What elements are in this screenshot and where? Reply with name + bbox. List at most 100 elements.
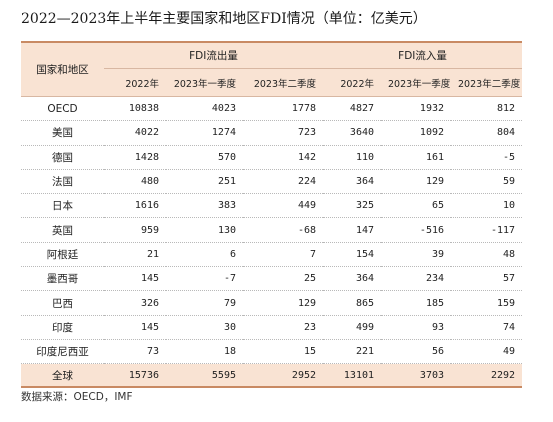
cell-value: 39 <box>381 242 452 268</box>
cell-value: -117 <box>451 217 523 243</box>
cell-value: 251 <box>166 169 243 195</box>
country-name: 阿根廷 <box>21 242 104 268</box>
cell-value: 57 <box>451 266 523 292</box>
cell-value: 10 <box>451 193 523 219</box>
cell-value: 6 <box>166 242 243 268</box>
header-inflow-2022: 2022年 <box>340 78 375 90</box>
table-row: 英国 959 130 -68 147 -516 -117 <box>21 217 523 243</box>
total-label: 全球 <box>21 363 104 389</box>
cell-value: 224 <box>243 169 324 195</box>
cell-value: 480 <box>104 169 166 195</box>
cell-value: 73 <box>104 339 166 365</box>
cell-value: 7 <box>243 242 324 268</box>
header-outflow-2022: 2022年 <box>125 78 159 90</box>
cell-value: -5 <box>451 145 523 170</box>
header-country-region: 国家和地区 <box>36 64 89 76</box>
table-header: 国家和地区 FDI流出量 FDI流入量 2022年 2023年一季度 2023年… <box>21 42 523 97</box>
cell-value: 25 <box>243 266 324 292</box>
cell-value: 18 <box>166 339 243 365</box>
cell-value: 4827 <box>323 96 382 122</box>
country-name: 法国 <box>21 169 104 195</box>
header-inflow-2023q1: 2023年一季度 <box>388 78 451 90</box>
cell-value: 159 <box>451 290 523 316</box>
cell-value: 1616 <box>104 193 166 219</box>
cell-value: 3640 <box>323 120 382 146</box>
cell-value: 56 <box>381 339 452 365</box>
country-name: OECD <box>21 96 104 122</box>
cell-value: 812 <box>451 96 523 122</box>
table-body: OECD 10838 4023 1778 4827 1932 812 美国 4022 1274 72… <box>21 96 523 389</box>
table-row: 日本 1616 383 449 325 65 10 <box>21 193 523 219</box>
cell-value: 364 <box>323 266 382 292</box>
total-value: 13101 <box>323 363 382 389</box>
header-inflow-2023q2: 2023年二季度 <box>458 78 521 90</box>
table-row: 阿根廷 21 6 7 154 39 48 <box>21 242 523 268</box>
table-row: 德国 1428 570 142 110 161 -5 <box>21 145 523 170</box>
cell-value: 1932 <box>381 96 452 122</box>
country-name: 日本 <box>21 193 104 219</box>
cell-value: -7 <box>166 266 243 292</box>
cell-value: 79 <box>166 290 243 316</box>
cell-value: 1778 <box>243 96 324 122</box>
total-value: 5595 <box>166 363 243 389</box>
cell-value: 449 <box>243 193 324 219</box>
cell-value: 49 <box>451 339 523 365</box>
fdi-table: 国家和地区 FDI流出量 FDI流入量 2022年 2023年一季度 2023年… <box>21 41 523 389</box>
table-row: 墨西哥 145 -7 25 364 234 57 <box>21 266 523 292</box>
country-name: 印度尼西亚 <box>21 339 104 365</box>
cell-value: 4023 <box>166 96 243 122</box>
cell-value: 234 <box>381 266 452 292</box>
cell-value: 65 <box>381 193 452 219</box>
table-row: 巴西 326 79 129 865 185 159 <box>21 290 523 316</box>
cell-value: 93 <box>381 315 452 340</box>
cell-value: 74 <box>451 315 523 340</box>
source-note: 数据来源：OECD，IMF <box>21 391 133 403</box>
cell-value: 364 <box>323 169 382 195</box>
cell-value: 221 <box>323 339 382 365</box>
cell-value: 723 <box>243 120 324 146</box>
cell-value: 145 <box>104 266 166 292</box>
header-fdi-inflow: FDI流入量 <box>323 42 523 69</box>
cell-value: 1274 <box>166 120 243 146</box>
cell-value: 499 <box>323 315 382 340</box>
cell-value: 154 <box>323 242 382 268</box>
cell-value: 959 <box>104 217 166 243</box>
cell-value: 129 <box>381 169 452 195</box>
total-value: 2952 <box>243 363 324 389</box>
cell-value: 145 <box>104 315 166 340</box>
cell-value: 23 <box>243 315 324 340</box>
cell-value: 110 <box>323 145 382 170</box>
cell-value: 129 <box>243 290 324 316</box>
cell-value: 4022 <box>104 120 166 146</box>
cell-value: 147 <box>323 217 382 243</box>
country-name: 巴西 <box>21 290 104 316</box>
cell-value: 10838 <box>104 96 166 122</box>
country-name: 美国 <box>21 120 104 146</box>
table-row: 法国 480 251 224 364 129 59 <box>21 169 523 195</box>
cell-value: -516 <box>381 217 452 243</box>
table-title: 2022—2023年上半年主要国家和地区FDI情况（单位：亿美元） <box>21 11 427 27</box>
country-name: 德国 <box>21 145 104 170</box>
cell-value: 1428 <box>104 145 166 170</box>
cell-value: 30 <box>166 315 243 340</box>
cell-value: 570 <box>166 145 243 170</box>
cell-value: 59 <box>451 169 523 195</box>
total-row: 全球 15736 5595 2952 13101 3703 2292 <box>21 363 523 389</box>
total-value: 3703 <box>381 363 452 389</box>
cell-value: 185 <box>381 290 452 316</box>
cell-value: -68 <box>243 217 324 243</box>
cell-value: 21 <box>104 242 166 268</box>
cell-value: 142 <box>243 145 324 170</box>
cell-value: 161 <box>381 145 452 170</box>
total-value: 15736 <box>104 363 166 389</box>
total-value: 2292 <box>451 363 523 389</box>
country-name: 印度 <box>21 315 104 340</box>
header-outflow-2023q2: 2023年二季度 <box>253 78 317 90</box>
table-row: 美国 4022 1274 723 3640 1092 804 <box>21 120 523 146</box>
cell-value: 865 <box>323 290 382 316</box>
country-name: 英国 <box>21 217 104 243</box>
header-fdi-outflow: FDI流出量 <box>104 42 324 69</box>
header-outflow-2023q1: 2023年一季度 <box>173 78 236 90</box>
country-name: 墨西哥 <box>21 266 104 292</box>
cell-value: 130 <box>166 217 243 243</box>
